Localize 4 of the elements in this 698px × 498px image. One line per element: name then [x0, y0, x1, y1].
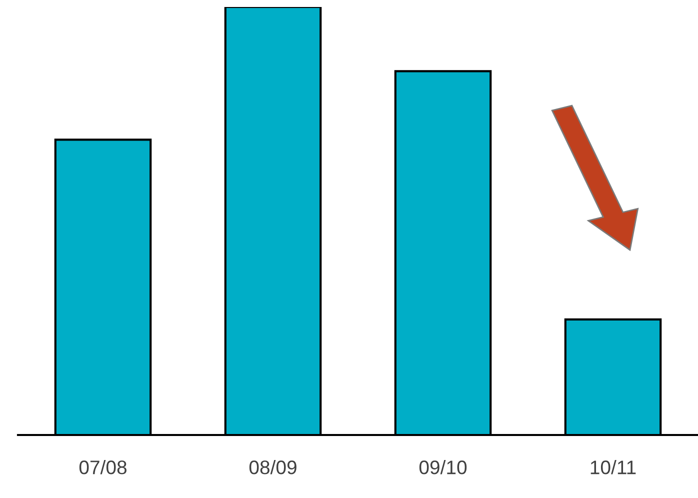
x-tick-label: 08/09 — [249, 460, 296, 474]
x-tick-label: 10/11 — [590, 460, 636, 474]
x-tick-label: 07/08 — [79, 460, 126, 474]
x-tick-label: 09/10 — [419, 460, 467, 474]
